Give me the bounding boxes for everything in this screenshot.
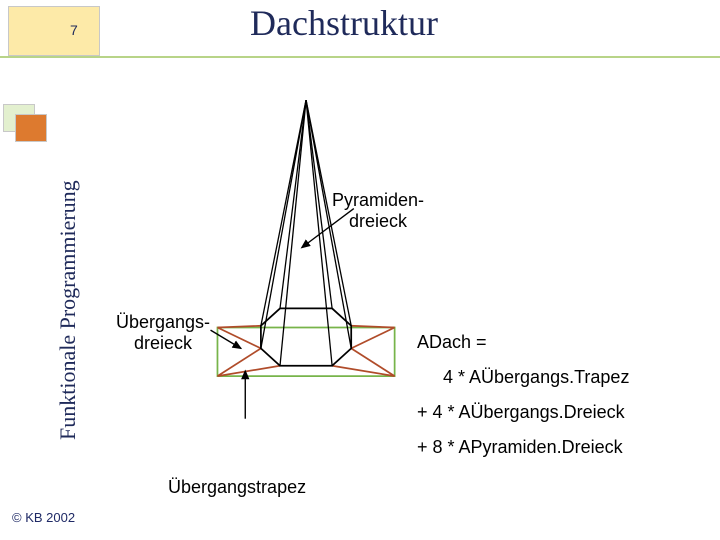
page-title: Dachstruktur <box>250 2 438 44</box>
footer-copyright: © KB 2002 <box>12 510 75 525</box>
header-decor-small-orange <box>15 114 47 142</box>
formula-line-4: + 8 * APyramiden.Dreieck <box>417 430 629 465</box>
label-text: dreieck <box>349 211 407 231</box>
sidebar-label: Funktionale Programmierung <box>55 180 81 440</box>
formula-line-3: + 4 * AÜbergangs.Dreieck <box>417 395 629 430</box>
arrow-uebergangsdreieck <box>211 330 241 348</box>
formula-block: ADach = 4 * AÜbergangs.Trapez + 4 * AÜbe… <box>417 325 629 465</box>
square-base <box>217 328 394 377</box>
label-uebergangsdreieck: Übergangs- dreieck <box>116 312 210 353</box>
label-text: dreieck <box>134 333 192 353</box>
label-text: Pyramiden- <box>332 190 424 210</box>
label-pyramidendreieck: Pyramiden- dreieck <box>332 190 424 231</box>
pyramid-edges <box>261 100 351 366</box>
roof-diagram <box>110 100 450 430</box>
formula-line-1: ADach = <box>417 325 629 360</box>
page-number: 7 <box>70 22 78 38</box>
header-divider <box>0 56 720 58</box>
trapezoid-edges <box>217 326 394 376</box>
octagon-base <box>261 308 351 365</box>
label-text: Übergangs- <box>116 312 210 332</box>
formula-line-2: 4 * AÜbergangs.Trapez <box>417 360 629 395</box>
header-decor-square <box>8 6 100 56</box>
label-uebergangstrapez: Übergangstrapez <box>168 477 306 498</box>
